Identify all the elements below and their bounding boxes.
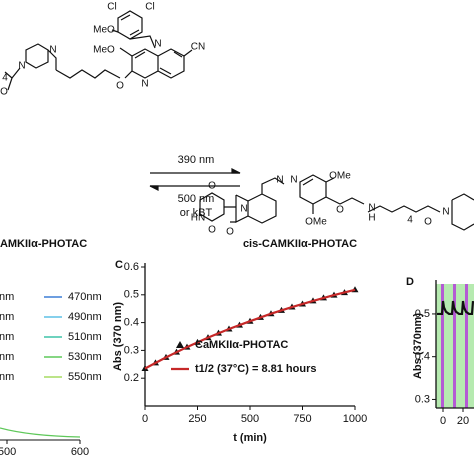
legend-label: nm <box>0 371 14 383</box>
y-tick-label: 0.5 <box>124 289 139 301</box>
legend-marker <box>176 341 184 348</box>
x-tick-label: 250 <box>188 413 206 425</box>
atom-label: O <box>116 81 124 92</box>
y-tick-label: 0.6 <box>124 261 139 273</box>
top-structure <box>4 10 193 91</box>
reverse-condition: 500 nm <box>178 193 215 205</box>
band <box>453 284 456 408</box>
atom-label: O <box>208 225 216 236</box>
y-axis-label: Abs (370nm) <box>412 313 424 379</box>
atom-label: 4 <box>2 73 8 84</box>
legend-label: 510nm <box>68 331 102 343</box>
atom-label: N <box>368 203 375 214</box>
reverse-arrowhead <box>149 185 159 191</box>
legend-label: 550nm <box>68 371 102 383</box>
atom-label: N <box>154 39 161 50</box>
atom-label: Cl <box>107 2 116 13</box>
y-tick-label: 0.2 <box>124 372 139 384</box>
atom-label: MeO <box>93 45 115 56</box>
atom-label: Cl <box>145 2 154 13</box>
atom-label: O <box>0 87 8 98</box>
atom-label: N <box>141 79 148 90</box>
band <box>441 284 444 408</box>
y-tick-label: 0.3 <box>415 393 430 405</box>
cis-label: cis-CAMKIIα-PHOTAC <box>243 238 357 250</box>
legend-label: 470nm <box>68 291 102 303</box>
atom-label: MeO <box>93 25 115 36</box>
atom-label: N <box>276 175 283 186</box>
x-tick-label: 500 <box>241 413 259 425</box>
forward-condition: 390 nm <box>178 154 215 166</box>
legend-label: t1/2 (37°C) = 8.81 hours <box>195 363 316 375</box>
atom-label: O <box>208 181 216 192</box>
atom-label: OMe <box>329 171 351 182</box>
legend-label: CaMKIIα-PHOTAC <box>195 339 288 351</box>
reaction-arrows <box>149 168 241 191</box>
y-tick-label: 0.4 <box>124 317 139 329</box>
atom-label: HN <box>191 213 205 224</box>
x-tick-label: 500 <box>0 446 16 458</box>
atom-label: O <box>226 227 234 238</box>
atom-label: O <box>336 205 344 216</box>
spectrum-trace <box>0 427 81 438</box>
atom-label: N <box>290 175 297 186</box>
y-tick-label: 0.5 <box>415 308 430 320</box>
atom-label: OMe <box>305 217 327 228</box>
band <box>465 284 468 408</box>
data-line <box>437 300 474 316</box>
reverse-condition-alt: or kBT <box>180 207 213 219</box>
chart-panel: 0.3 0.4 0.5 0 20 D Abs (370nm) <box>406 276 474 427</box>
x-axis-label: t (min) <box>233 432 267 444</box>
legend-label: nm <box>0 351 14 363</box>
atom-label: O <box>424 217 432 228</box>
panel-label: D <box>406 276 414 288</box>
legend-label: nm <box>0 331 14 343</box>
x-tick-label: 600 <box>71 446 89 458</box>
legend-label: 530nm <box>68 351 102 363</box>
atom-label: 4 <box>407 215 413 226</box>
y-tick-label: 0.4 <box>415 351 430 363</box>
y-tick-label: 0.3 <box>124 344 139 356</box>
forward-arrowhead <box>231 168 241 174</box>
x-tick-label: 750 <box>293 413 311 425</box>
atom-label: H <box>368 213 375 224</box>
trans-label: CAMKIIα-PHOTAC <box>0 238 87 250</box>
x-tick-label: 20 <box>457 415 469 427</box>
x-tick-label: 0 <box>440 415 446 427</box>
x-tick-label: 0 <box>142 413 148 425</box>
y-axis-label: Abs (370 nm) <box>112 302 124 371</box>
legend-label: 490nm <box>68 311 102 323</box>
atom-label: CN <box>191 42 205 53</box>
atom-label: N <box>240 204 247 215</box>
chart-panel: 0.2 0.3 0.4 0.5 0.6 0 250 500 750 1000 C Abs (370 n… <box>112 259 367 444</box>
atom-label: N <box>18 61 25 72</box>
panel-label: C <box>115 259 123 271</box>
cis-structure <box>199 174 474 231</box>
legend-label: nm <box>0 311 14 323</box>
x-tick-label: 1000 <box>343 413 367 425</box>
atom-label: N <box>442 207 449 218</box>
atom-label: N <box>49 45 56 56</box>
legend-label: nm <box>0 291 14 303</box>
data-line <box>144 288 356 370</box>
